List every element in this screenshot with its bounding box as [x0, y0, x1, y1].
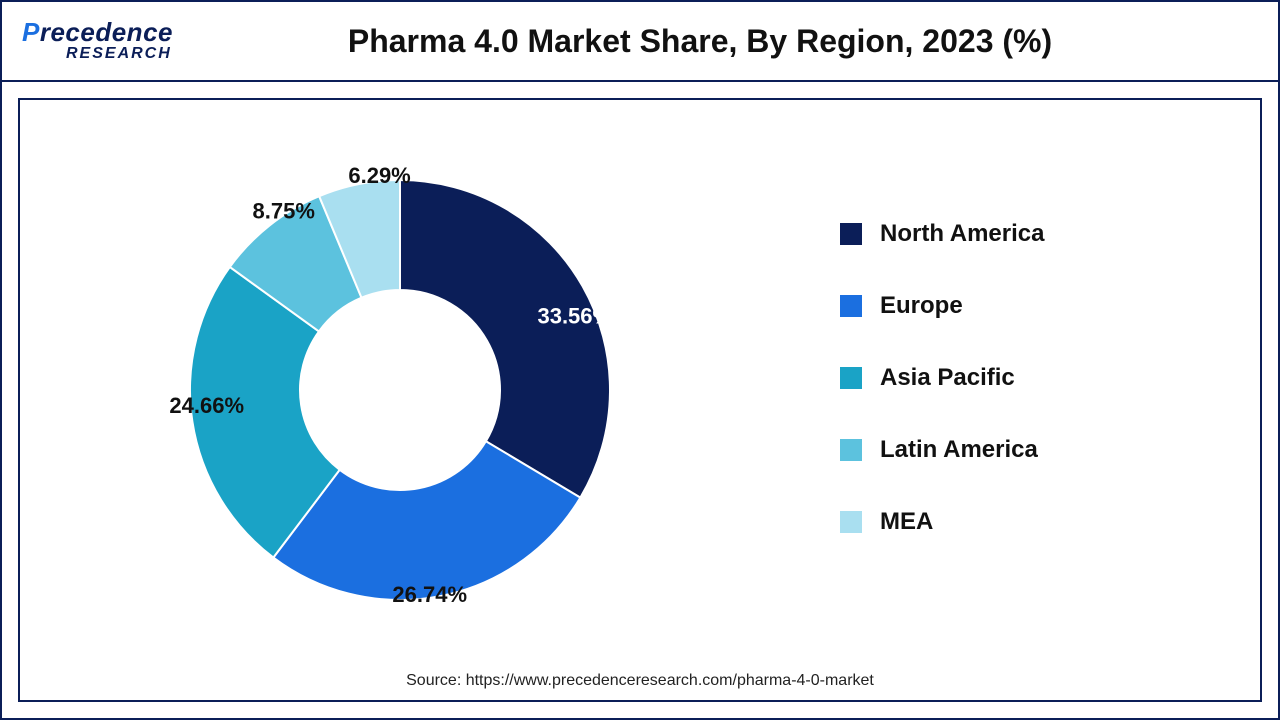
- legend-swatch: [840, 439, 862, 461]
- legend-item: Latin America: [840, 436, 1160, 464]
- legend-label: MEA: [880, 508, 933, 536]
- slice-label: 6.29%: [348, 163, 410, 188]
- header-bar: Precedence RESEARCH Pharma 4.0 Market Sh…: [2, 2, 1278, 82]
- donut-slice: [400, 180, 610, 498]
- chart-title: Pharma 4.0 Market Share, By Region, 2023…: [142, 23, 1258, 60]
- legend-label: North America: [880, 220, 1044, 248]
- legend-item: Europe: [840, 292, 1160, 320]
- legend-item: MEA: [840, 508, 1160, 536]
- donut-chart: 33.56% 26.74% 24.66% 8.75% 6.29%: [120, 130, 680, 650]
- slice-label: 8.75%: [253, 199, 315, 224]
- slice-label: 33.56%: [537, 303, 612, 328]
- legend-swatch: [840, 511, 862, 533]
- legend-item: North America: [840, 220, 1160, 248]
- legend-swatch: [840, 223, 862, 245]
- slice-label: 24.66%: [169, 393, 244, 418]
- source-caption: Source: https://www.precedenceresearch.c…: [20, 672, 1260, 690]
- legend: North America Europe Asia Pacific Latin Ame…: [840, 220, 1160, 580]
- slice-label: 26.74%: [392, 582, 467, 607]
- legend-label: Asia Pacific: [880, 364, 1015, 392]
- logo-accent: P: [22, 17, 40, 47]
- legend-item: Asia Pacific: [840, 364, 1160, 392]
- legend-swatch: [840, 367, 862, 389]
- legend-label: Latin America: [880, 436, 1038, 464]
- legend-swatch: [840, 295, 862, 317]
- chart-panel: 33.56% 26.74% 24.66% 8.75% 6.29% North Ameri…: [18, 98, 1262, 702]
- page-frame: Precedence RESEARCH Pharma 4.0 Market Sh…: [0, 0, 1280, 720]
- donut-svg: 33.56% 26.74% 24.66% 8.75% 6.29%: [120, 130, 680, 690]
- legend-label: Europe: [880, 292, 963, 320]
